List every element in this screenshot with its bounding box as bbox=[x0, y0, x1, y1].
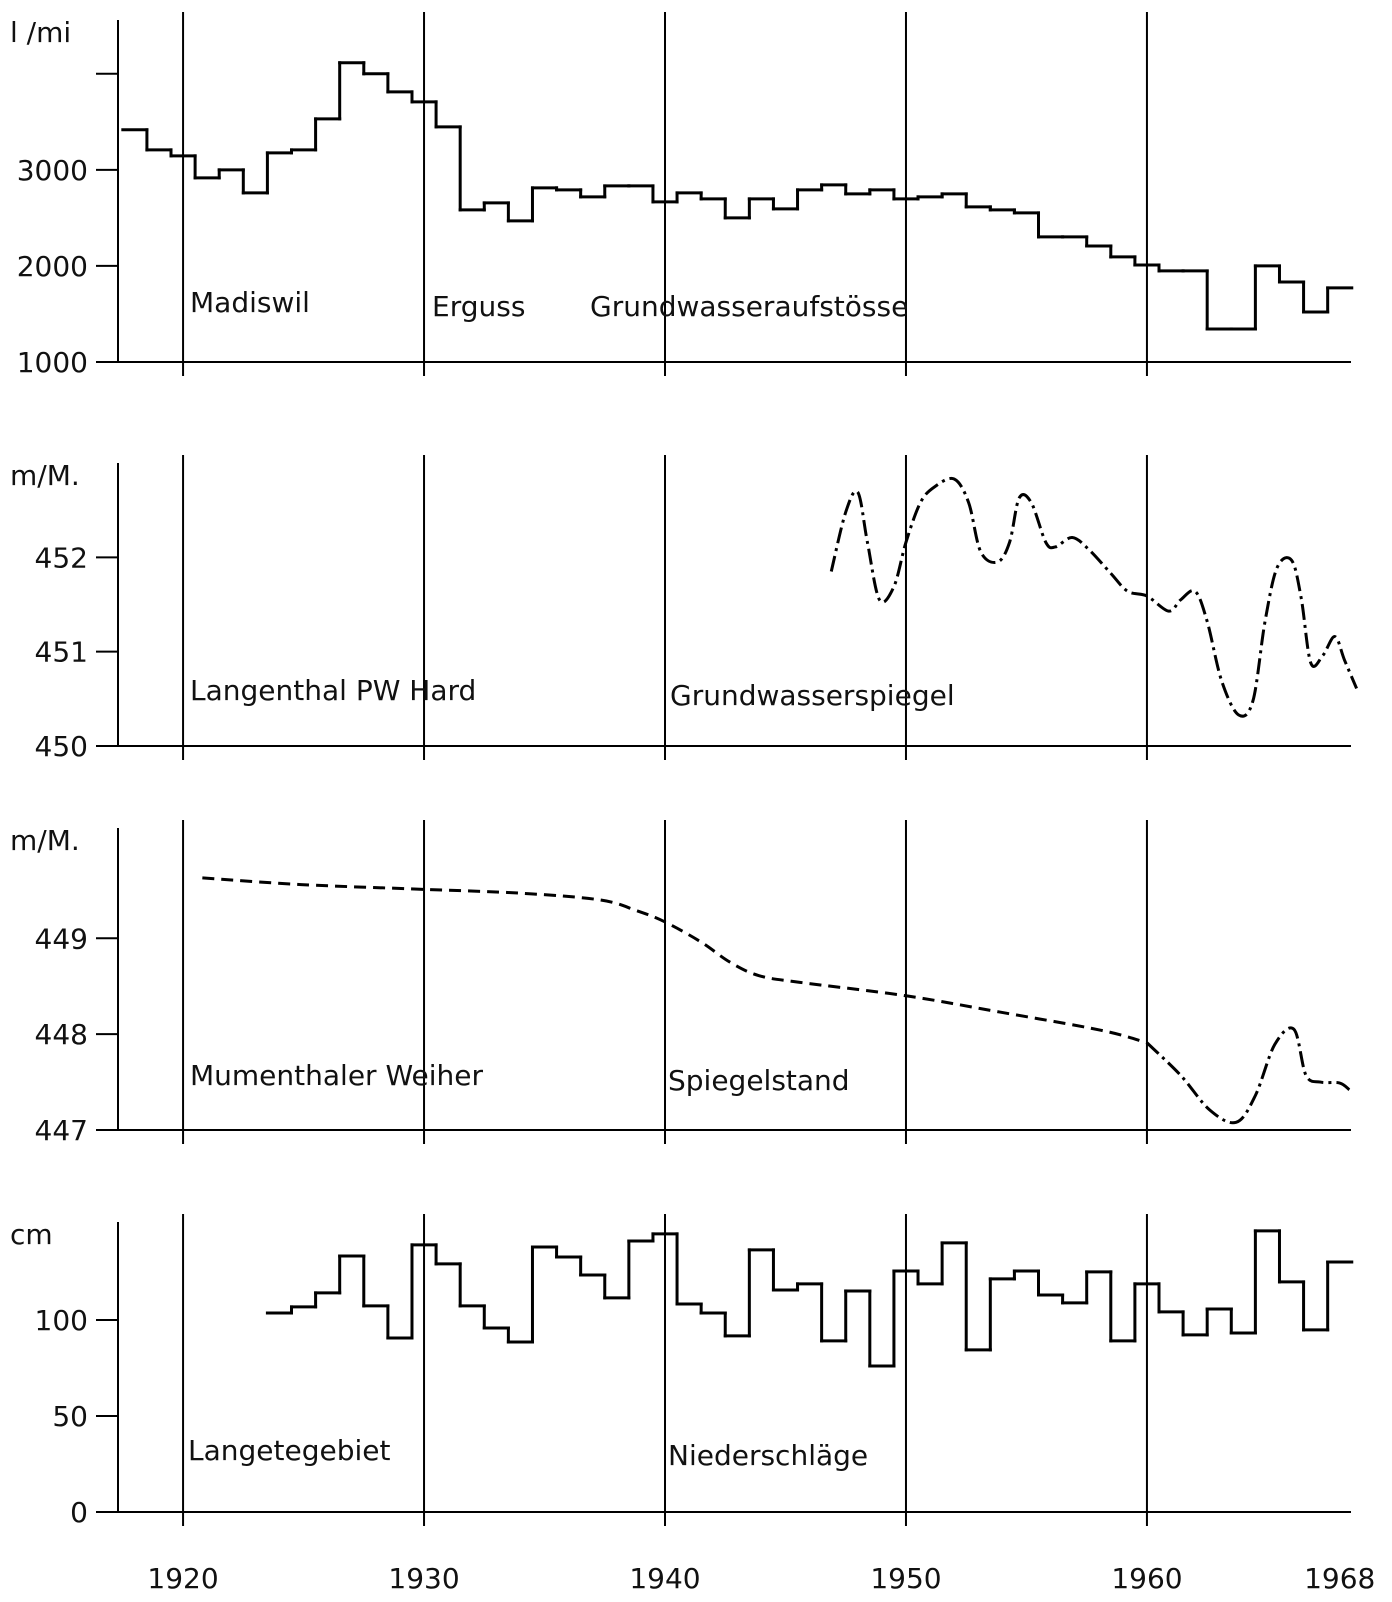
y-axis-label: m/M. bbox=[10, 824, 80, 857]
x-tick-label: 1920 bbox=[147, 1562, 218, 1595]
y-axis-label: m/M. bbox=[10, 459, 80, 492]
y-tick-label: 450 bbox=[35, 730, 88, 763]
annotation: Niederschläge bbox=[668, 1439, 868, 1472]
annotation: Langenthal PW Hard bbox=[190, 674, 476, 707]
annotation: Mumenthaler Weiher bbox=[190, 1059, 483, 1092]
annotation: Spiegelstand bbox=[668, 1064, 850, 1097]
annotation: Grundwasseraufstösse bbox=[590, 290, 908, 323]
x-tick-label: 1950 bbox=[870, 1562, 941, 1595]
x-tick-label: 1960 bbox=[1111, 1562, 1182, 1595]
x-tick-label: 1940 bbox=[629, 1562, 700, 1595]
y-tick-label: 448 bbox=[35, 1018, 88, 1051]
x-tick-label: 1968 bbox=[1304, 1562, 1375, 1595]
y-tick-label: 449 bbox=[35, 922, 88, 955]
line bbox=[1145, 1026, 1351, 1125]
y-tick-label: 447 bbox=[35, 1114, 88, 1147]
line bbox=[202, 876, 1148, 1045]
annotation: Langetegebiet bbox=[188, 1434, 390, 1467]
y-tick-label: 2000 bbox=[17, 250, 88, 283]
y-tick-label: 3000 bbox=[17, 154, 88, 187]
y-axis-label: l /mi bbox=[10, 16, 71, 49]
annotation: Grundwasserspiegel bbox=[670, 679, 955, 712]
line bbox=[829, 476, 1358, 718]
y-tick-label: 0 bbox=[70, 1496, 88, 1529]
y-axis-label: cm bbox=[10, 1218, 53, 1251]
y-tick-label: 452 bbox=[35, 541, 88, 574]
y-tick-label: 451 bbox=[35, 636, 88, 669]
annotation: Madiswil bbox=[190, 286, 310, 319]
y-tick-label: 50 bbox=[52, 1400, 88, 1433]
y-tick-label: 100 bbox=[35, 1304, 88, 1337]
y-tick-label: 1000 bbox=[17, 346, 88, 379]
x-tick-label: 1930 bbox=[388, 1562, 459, 1595]
annotation: Erguss bbox=[432, 290, 525, 323]
